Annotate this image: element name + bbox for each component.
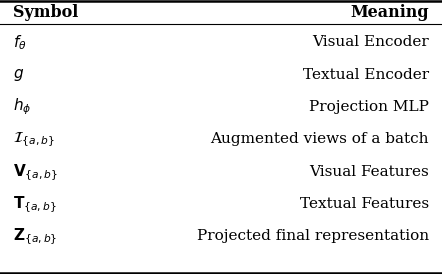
Text: $h_{\phi}$: $h_{\phi}$ <box>13 97 31 118</box>
Text: $g$: $g$ <box>13 67 24 83</box>
Text: Projected final representation: Projected final representation <box>197 229 429 244</box>
Text: Augmented views of a batch: Augmented views of a batch <box>210 132 429 147</box>
Text: $\mathbf{T}_{\{a,b\}}$: $\mathbf{T}_{\{a,b\}}$ <box>13 194 57 214</box>
Text: Textual Encoder: Textual Encoder <box>303 68 429 82</box>
Text: Visual Features: Visual Features <box>309 165 429 179</box>
Text: $\mathcal{I}_{\{a,b\}}$: $\mathcal{I}_{\{a,b\}}$ <box>13 131 55 148</box>
Text: Meaning: Meaning <box>350 4 429 21</box>
Text: $\mathbf{V}_{\{a,b\}}$: $\mathbf{V}_{\{a,b\}}$ <box>13 162 58 182</box>
Text: Symbol: Symbol <box>13 4 79 21</box>
Text: Visual Encoder: Visual Encoder <box>312 35 429 50</box>
Text: $\mathbf{Z}_{\{a,b\}}$: $\mathbf{Z}_{\{a,b\}}$ <box>13 227 57 246</box>
Text: Projection MLP: Projection MLP <box>309 100 429 114</box>
Text: Textual Features: Textual Features <box>300 197 429 211</box>
Text: $f_{\theta}$: $f_{\theta}$ <box>13 33 27 52</box>
